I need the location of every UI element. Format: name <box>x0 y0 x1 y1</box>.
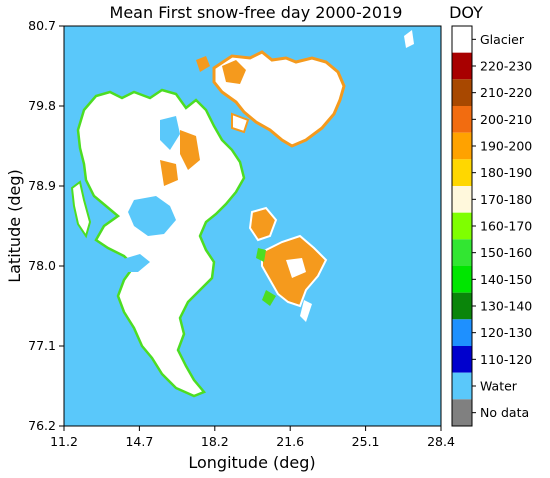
colorbar-label: 140-150 <box>480 272 532 287</box>
x-tick-label: 11.2 <box>50 434 78 449</box>
edgeoya-green-coast <box>256 248 266 262</box>
y-tick-label: 80.7 <box>28 18 56 33</box>
nordaustlandet-melt-zone <box>222 60 246 84</box>
colorbar-label: 150-160 <box>480 245 532 260</box>
colorbar-swatch <box>452 399 472 426</box>
kvitoya-islet <box>196 56 210 72</box>
colorbar-label: Glacier <box>480 32 525 47</box>
colorbar-swatch <box>452 132 472 160</box>
colorbar-swatch <box>452 26 472 53</box>
wijdefjorden-fjord <box>160 116 180 150</box>
map-panel <box>64 26 441 426</box>
y-tick-label: 78.9 <box>28 178 56 193</box>
colorbar-swatch <box>452 212 472 240</box>
colorbar-swatch <box>452 372 472 400</box>
x-axis-label: Longitude (deg) <box>188 453 315 472</box>
colorbar-label: 220-230 <box>480 59 532 74</box>
colorbar-swatch <box>452 319 472 346</box>
colorbar-label: 190-200 <box>480 139 532 154</box>
colorbar-swatch <box>452 79 472 106</box>
y-axis: 80.7 79.8 78.9 78.0 77.1 76.2 <box>28 18 64 433</box>
prins-karls-forland-island <box>70 180 92 239</box>
y-tick-label: 79.8 <box>28 98 56 113</box>
y-tick-label: 77.1 <box>28 338 56 353</box>
colorbar-label: 120-130 <box>480 325 532 340</box>
x-tick-label: 18.2 <box>201 434 229 449</box>
small-island-east <box>231 112 250 134</box>
x-tick-label: 14.7 <box>125 434 153 449</box>
colorbar-label: 130-140 <box>480 299 532 314</box>
x-tick-label: 28.4 <box>427 434 455 449</box>
spitsbergen-island <box>76 88 246 398</box>
colorbar-swatch <box>452 239 472 266</box>
colorbar-swatch <box>452 292 472 320</box>
ny-friesland-melt <box>180 130 200 170</box>
colorbar-swatch <box>452 186 472 213</box>
y-tick-label: 76.2 <box>28 418 56 433</box>
nordaustlandet-island <box>212 50 346 148</box>
colorbar-swatch <box>452 266 472 293</box>
hopen-island <box>300 300 312 322</box>
colorbar-label: 170-180 <box>480 192 532 207</box>
colorbar-swatch <box>452 159 472 186</box>
y-tick-label: 78.0 <box>28 258 56 273</box>
y-axis-label: Latitude (deg) <box>5 169 24 283</box>
isfjorden-fjord <box>128 196 176 236</box>
x-tick-label: 25.1 <box>352 434 380 449</box>
map-title: Mean First snow-free day 2000-2019 <box>110 3 403 22</box>
colorbar: Glacier 220-230 210-220 200-210 190-200 180-1… <box>451 25 532 427</box>
colorbar-swatch <box>452 346 472 373</box>
colorbar-swatch <box>452 52 472 80</box>
map-frame <box>63 25 442 427</box>
colorbar-frame <box>451 25 473 427</box>
edgeoya-glacier <box>286 258 306 278</box>
kvitoya-island <box>404 30 414 48</box>
tusenoyane-islets <box>262 290 276 306</box>
colorbar-title: DOY <box>449 3 483 22</box>
colorbar-label: Water <box>480 379 518 394</box>
colorbar-label: 160-170 <box>480 219 532 234</box>
colorbar-label: No data <box>480 405 529 420</box>
dickson-land-melt <box>160 160 178 186</box>
bellsund-fjord <box>120 254 150 272</box>
colorbar-label: 210-220 <box>480 85 532 100</box>
colorbar-label: 110-120 <box>480 352 532 367</box>
x-axis: 11.2 14.7 18.2 21.6 25.1 28.4 <box>50 426 455 449</box>
colorbar-label: 200-210 <box>480 112 532 127</box>
colorbar-swatch <box>452 106 472 133</box>
colorbar-label: 180-190 <box>480 165 532 180</box>
x-tick-label: 21.6 <box>276 434 304 449</box>
barentsoya-island <box>248 206 278 242</box>
